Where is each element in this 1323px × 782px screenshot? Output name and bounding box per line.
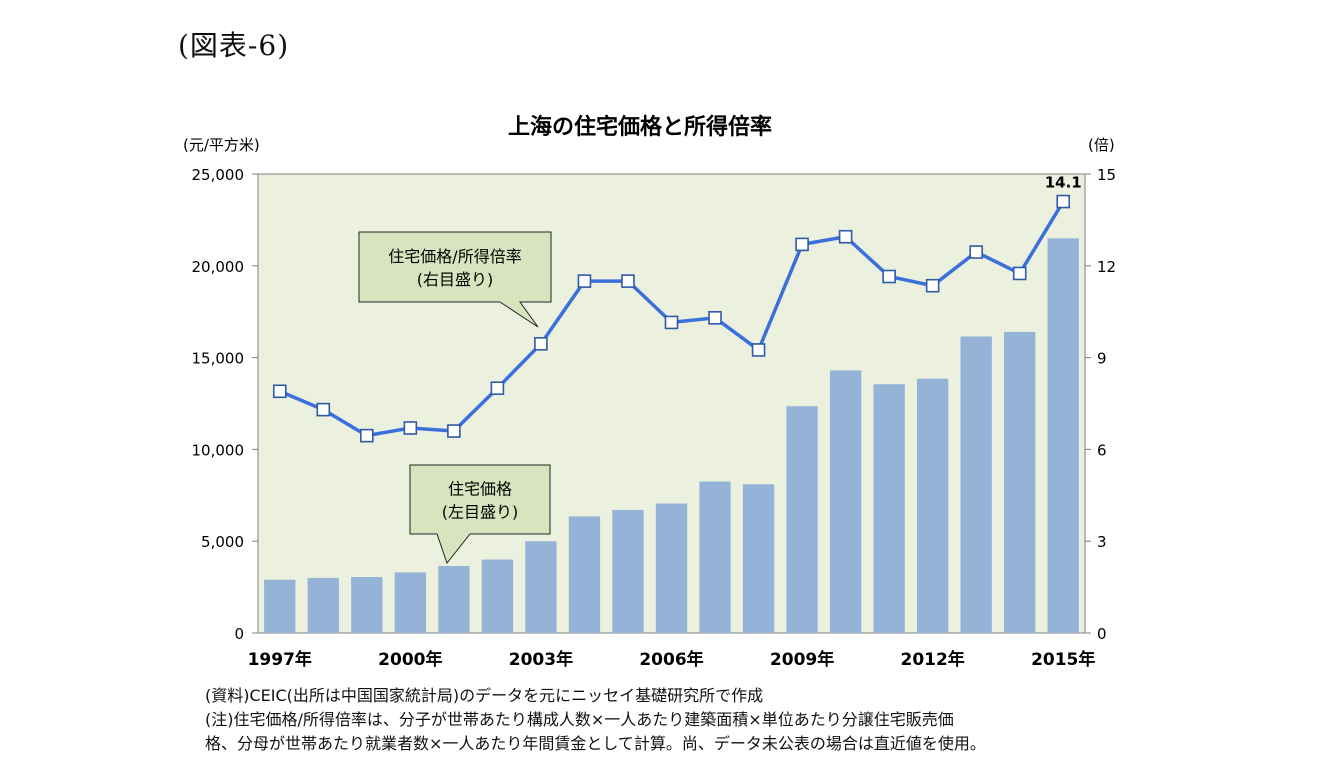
bar-2006 xyxy=(655,503,688,633)
right-tick-label: 12 xyxy=(1097,258,1116,276)
right-tick-label: 15 xyxy=(1097,166,1116,184)
note-source: (資料)CEIC(出所は中国国家統計局)のデータを元にニッセイ基礎研究所で作成 xyxy=(205,686,764,705)
bar-2011 xyxy=(873,384,905,633)
data-label-2015: 14.1 xyxy=(1045,174,1082,192)
ratio-point-2006 xyxy=(664,315,679,330)
ratio-point-2004 xyxy=(577,274,592,288)
bar-2004 xyxy=(568,516,601,633)
ratio-callout-line2: (右目盛り) xyxy=(417,270,494,289)
ratio-point-2005 xyxy=(621,274,635,288)
bar-2005 xyxy=(612,509,644,633)
right-tick-label: 0 xyxy=(1097,625,1107,643)
line-series: 14.1 xyxy=(272,174,1082,443)
ratio-point-2000 xyxy=(403,421,418,435)
ratio-point-2008 xyxy=(751,343,766,357)
ratio-point-2011 xyxy=(882,269,896,284)
price-callout-line2: (左目盛り) xyxy=(442,503,519,522)
x-tick-label: 2012年 xyxy=(900,649,964,670)
bar-2008 xyxy=(742,484,775,633)
bar-2012 xyxy=(916,378,949,633)
axes: 25,00020,00015,00010,0005,00001512963019… xyxy=(192,166,1117,670)
ratio-point-2002 xyxy=(490,381,505,396)
bar-2007 xyxy=(699,481,731,633)
note-definition-1: (注)住宅価格/所得倍率は、分子が世帯あたり構成人数×一人あたり建築面積×単位あ… xyxy=(205,710,954,729)
x-tick-label: 2009年 xyxy=(770,649,834,670)
bar-1998 xyxy=(307,577,339,633)
price-callout-box xyxy=(409,464,551,565)
ratio-point-2003 xyxy=(534,337,548,351)
notes: (資料)CEIC(出所は中国国家統計局)のデータを元にニッセイ基礎研究所で作成 … xyxy=(205,684,1105,756)
x-tick-label: 2003年 xyxy=(509,649,573,670)
bar-2010 xyxy=(829,370,862,633)
left-tick-label: 20,000 xyxy=(192,258,245,276)
ratio-point-2010 xyxy=(838,229,853,244)
x-tick-label: 2000年 xyxy=(378,649,442,670)
price-callout-line1: 住宅価格 xyxy=(448,480,512,499)
right-tick-label: 3 xyxy=(1097,533,1107,551)
ratio-point-2013 xyxy=(969,245,983,259)
bar-2000 xyxy=(394,572,427,633)
x-tick-label: 1997年 xyxy=(248,649,312,670)
right-tick-label: 6 xyxy=(1097,441,1107,459)
bar-2014 xyxy=(1004,331,1036,633)
chart-title: 上海の住宅価格と所得倍率 xyxy=(508,114,772,140)
left-tick-label: 5,000 xyxy=(201,533,244,551)
bar-2009 xyxy=(786,406,818,633)
ratio-point-2014 xyxy=(1012,266,1027,281)
bar-2002 xyxy=(481,559,514,633)
left-axis-unit: (元/平方米) xyxy=(183,136,260,154)
bar-series xyxy=(264,238,1079,633)
x-tick-label: 2015年 xyxy=(1031,649,1095,670)
x-tick-label: 2006年 xyxy=(639,649,703,670)
bar-2013 xyxy=(960,336,992,633)
ratio-point-2007 xyxy=(708,311,722,325)
ratio-point-2012 xyxy=(925,278,940,293)
bar-2001 xyxy=(438,565,470,633)
right-axis-unit: (倍) xyxy=(1088,136,1115,154)
ratio-point-1997 xyxy=(272,384,287,399)
bar-1999 xyxy=(351,577,383,633)
left-tick-label: 10,000 xyxy=(192,441,245,459)
ratio-point-2015 xyxy=(1056,194,1071,209)
ratio-point-1998 xyxy=(316,402,331,417)
bar-2003 xyxy=(525,541,557,633)
note-definition-2: 格、分母が世帯あたり就業者数×一人あたり年間賃金として計算。尚、データ未公表の場… xyxy=(205,734,986,753)
bar-1997 xyxy=(264,579,296,633)
callouts: 住宅価格/所得倍率 (右目盛り) 住宅価格 (左目盛り) xyxy=(358,231,552,565)
ratio-callout-line1: 住宅価格/所得倍率 xyxy=(388,247,521,266)
left-tick-label: 25,000 xyxy=(192,166,245,184)
ratio-point-1999 xyxy=(360,428,374,443)
right-tick-label: 9 xyxy=(1097,350,1107,368)
bar-2015 xyxy=(1047,238,1079,633)
figure-label: (図表-6) xyxy=(178,29,290,62)
ratio-callout-box xyxy=(358,231,552,328)
ratio-point-2009 xyxy=(795,237,809,252)
ratio-point-2001 xyxy=(447,424,461,438)
left-tick-label: 0 xyxy=(234,625,244,643)
left-tick-label: 15,000 xyxy=(192,350,245,368)
